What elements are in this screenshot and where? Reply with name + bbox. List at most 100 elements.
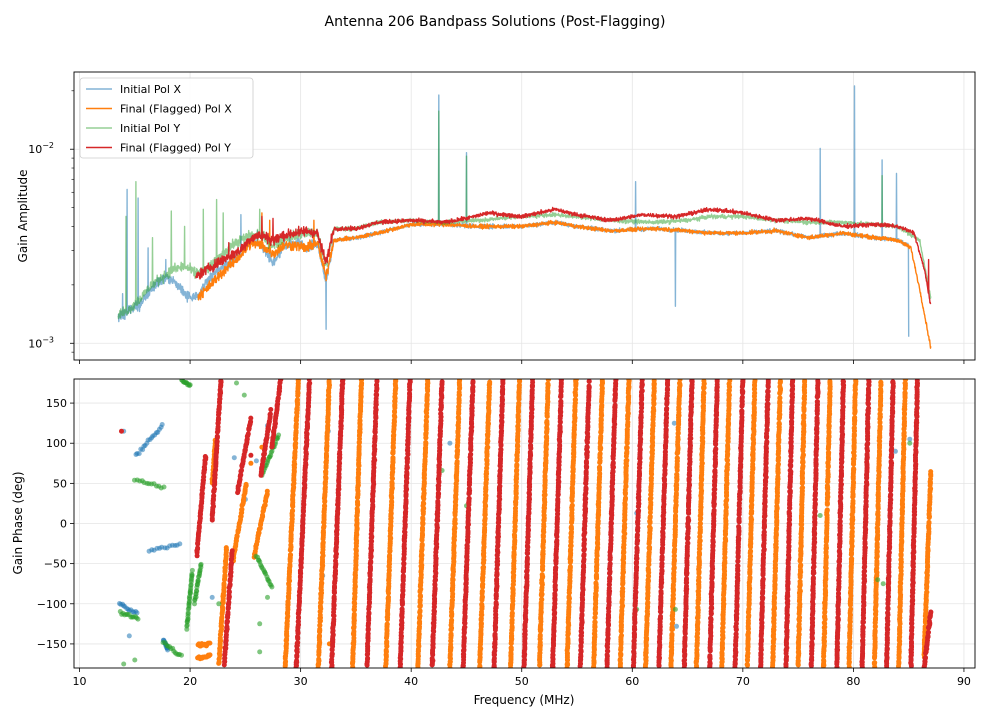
phase-point: [419, 541, 425, 547]
phase-point: [135, 616, 141, 622]
amplitude-ticks: 10−310−2: [28, 90, 965, 364]
phase-point: [243, 481, 249, 487]
phase-point: [357, 418, 363, 423]
phase-point: [515, 423, 521, 429]
phase-point: [424, 392, 430, 398]
phase-point: [669, 631, 675, 637]
phase-point: [421, 501, 427, 507]
phase-point: [387, 552, 393, 558]
phase-point: [593, 580, 599, 586]
legend-label: Initial Pol Y: [120, 122, 180, 135]
phase-point: [417, 593, 423, 598]
phase-point: [573, 379, 579, 383]
phase-point: [907, 436, 913, 442]
phase-point: [231, 455, 237, 461]
phase-point: [264, 488, 270, 494]
phase-point: [389, 479, 395, 485]
phase-point: [295, 390, 301, 396]
phase-point: [288, 552, 294, 558]
phase-point: [132, 657, 138, 663]
phase-point: [569, 502, 575, 508]
phase-point: [288, 542, 294, 548]
phase-point: [136, 451, 142, 457]
phase-point: [262, 502, 268, 508]
phase-point: [198, 561, 204, 567]
phase-point: [202, 454, 208, 459]
phase-point: [824, 507, 830, 513]
phase-point: [351, 600, 357, 606]
amplitude-ylabel: Gain Amplitude: [16, 170, 30, 263]
phase-point: [239, 506, 245, 512]
phase-point: [219, 604, 225, 610]
phase-point: [448, 642, 454, 647]
phase-point: [207, 640, 213, 646]
y-tick-label: 10−2: [28, 141, 54, 156]
phase-point: [926, 519, 932, 525]
phase-point: [295, 379, 301, 384]
phase-point: [423, 417, 429, 423]
phase-point: [514, 462, 520, 468]
phase-point: [278, 379, 283, 383]
phase-point: [292, 449, 298, 455]
phase-point: [624, 445, 630, 451]
phase-point: [269, 584, 275, 590]
phase-point: [390, 455, 396, 461]
phase-point: [487, 379, 493, 385]
phase-point: [852, 415, 858, 420]
phase-point: [545, 379, 551, 383]
phase-point: [417, 613, 423, 619]
phase-point: [568, 524, 574, 530]
phase-point: [674, 472, 680, 478]
phase-point: [161, 484, 167, 490]
phase-point: [424, 414, 430, 420]
phase-point: [386, 594, 391, 600]
phase-point: [508, 645, 514, 651]
phase-point: [267, 411, 273, 417]
legend-label: Initial Pol X: [120, 83, 181, 96]
phase-point: [207, 652, 213, 658]
phase-point: [121, 661, 127, 667]
amplitude-axes-frame: [73, 71, 976, 361]
phase-point: [276, 432, 282, 438]
legend-label: Final (Flagged) Pol Y: [120, 142, 231, 155]
phase-point: [351, 611, 357, 617]
phase-point: [265, 594, 270, 600]
phase-point: [248, 415, 254, 421]
phase-point: [354, 506, 360, 512]
phase-point: [295, 397, 300, 403]
phase-point: [425, 379, 431, 383]
phase-point: [290, 508, 296, 514]
phase-point: [248, 460, 254, 466]
phase-point: [126, 633, 132, 639]
phase-point: [223, 545, 229, 551]
phase-point: [285, 599, 291, 605]
phase-point: [848, 556, 854, 562]
phase-point: [544, 418, 550, 424]
phase-point: [322, 503, 328, 509]
phase-point: [241, 392, 247, 398]
phase-point: [423, 439, 429, 445]
phase-point: [159, 422, 165, 427]
phase-point: [234, 380, 239, 386]
phase-point: [479, 601, 485, 607]
phase-point: [323, 469, 329, 475]
phase-point: [355, 499, 360, 505]
phase-point: [326, 379, 332, 384]
phase-point: [902, 390, 908, 396]
phase-point: [195, 546, 201, 552]
figure-title: Antenna 206 Bandpass Solutions (Post-Fla…: [325, 14, 666, 30]
phase-point: [878, 379, 884, 385]
phase-point: [677, 379, 683, 383]
phase-point: [355, 492, 361, 498]
phase-point: [748, 515, 754, 521]
phase-point: [268, 407, 274, 412]
phase-point: [355, 476, 361, 481]
phase-point: [545, 381, 551, 387]
phase-point: [454, 459, 460, 464]
phase-point: [257, 649, 263, 655]
phase-point: [221, 581, 227, 587]
phase-point: [321, 523, 327, 529]
phase-point: [393, 379, 399, 383]
phase-point: [229, 548, 235, 554]
